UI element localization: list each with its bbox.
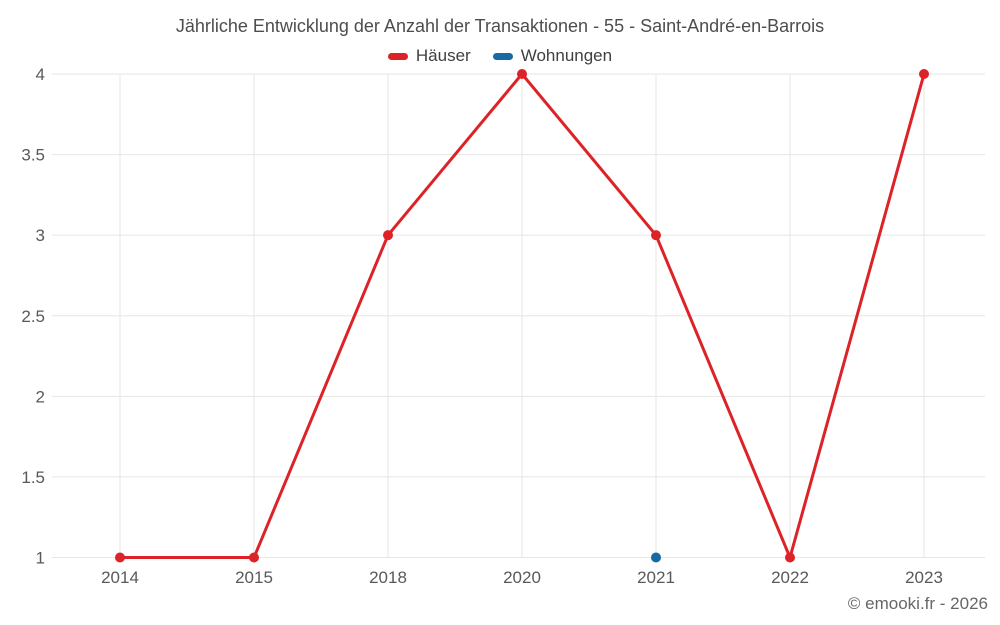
legend-item-wohnungen[interactable]: Wohnungen [492,46,613,66]
x-tick-label: 2014 [101,568,139,587]
data-point[interactable] [115,552,125,563]
y-tick-label: 3 [36,226,45,245]
legend-label: Häuser [415,46,471,65]
y-tick-label: 3.5 [21,146,45,165]
data-point[interactable] [651,230,661,241]
y-tick-label: 4 [36,65,45,84]
chart-title: Jährliche Entwicklung der Anzahl der Tra… [175,16,825,36]
y-tick-label: 1 [36,549,45,568]
x-tick-label: 2015 [235,568,273,587]
x-tick-label: 2022 [771,568,809,587]
x-tick-label: 2018 [369,568,407,587]
x-tick-label: 2020 [503,568,541,587]
footer-credit: © emooki.fr - 2026 [847,594,988,613]
data-point[interactable] [785,552,795,563]
x-tick-label: 2023 [905,568,943,587]
data-point[interactable] [651,552,661,563]
y-tick-label: 2 [36,387,45,406]
data-point[interactable] [249,552,259,563]
legend-item-haeuser[interactable]: Häuser [387,46,471,66]
legend-label: Wohnungen [520,46,613,65]
chart-legend: Häuser Wohnungen [0,46,1000,66]
data-point[interactable] [383,230,393,241]
data-point[interactable] [517,69,527,79]
x-tick-label: 2021 [637,568,675,587]
legend-marker-icon [492,52,513,60]
data-point[interactable] [919,69,929,79]
y-tick-label: 1.5 [21,468,45,487]
y-tick-label: 2.5 [21,307,45,326]
legend-marker-icon [387,52,408,60]
